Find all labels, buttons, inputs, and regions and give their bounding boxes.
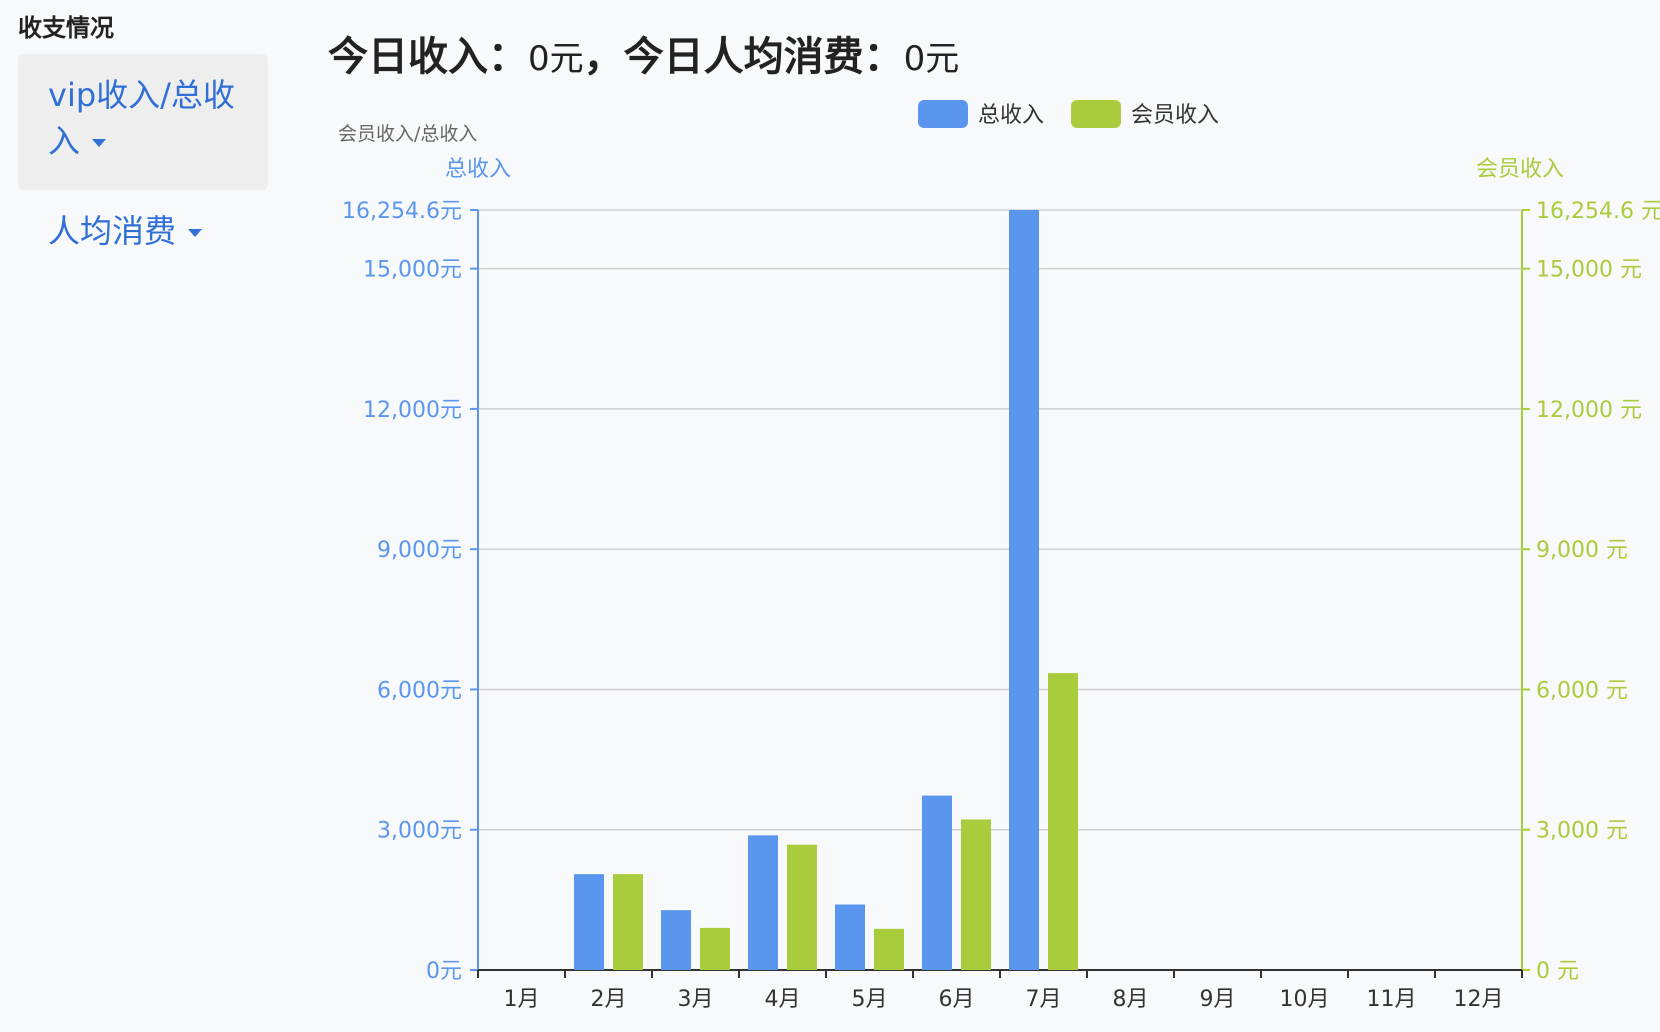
y-tick-label-right: 3,000 元 bbox=[1536, 819, 1628, 844]
chart-subtitle: 会员收入/总收入 bbox=[338, 123, 477, 145]
side-menu: vip收入/总收入 人均消费 bbox=[18, 54, 268, 272]
legend-swatch-total[interactable] bbox=[918, 100, 968, 128]
x-tick-label: 4月 bbox=[765, 987, 801, 1012]
y-tick-label-left: 0元 bbox=[426, 959, 462, 984]
y-axis-label-right: 会员收入 bbox=[1476, 157, 1564, 182]
today-income-value: 0元 bbox=[528, 39, 584, 79]
bar-member-7 bbox=[1048, 673, 1078, 970]
bar-member-5 bbox=[874, 928, 904, 970]
today-avg-label: 今日人均消费： bbox=[623, 34, 904, 80]
menu-item-label: 人均消费 bbox=[48, 212, 177, 250]
y-tick-label-left: 9,000元 bbox=[377, 538, 462, 563]
x-tick-label: 8月 bbox=[1113, 987, 1149, 1012]
y-tick-label-left: 3,000元 bbox=[377, 819, 462, 844]
section-title: 收支情况 bbox=[18, 14, 114, 42]
y-tick-label-left: 15,000元 bbox=[363, 258, 462, 283]
bar-member-4 bbox=[787, 844, 817, 970]
bar-total-6 bbox=[922, 795, 952, 970]
today-income-label: 今日收入： bbox=[328, 34, 528, 80]
legend-label-total[interactable]: 总收入 bbox=[978, 103, 1044, 128]
y-tick-label-right: 9,000 元 bbox=[1536, 538, 1628, 563]
y-tick-label-right: 12,000 元 bbox=[1536, 398, 1642, 423]
y-tick-label-right: 0 元 bbox=[1536, 959, 1579, 984]
bar-total-3 bbox=[661, 910, 691, 970]
bar-total-4 bbox=[748, 835, 778, 970]
caret-down-icon bbox=[92, 139, 107, 147]
headline-separator: ， bbox=[583, 34, 624, 80]
x-tick-label: 10月 bbox=[1280, 987, 1330, 1012]
y-tick-label-left: 6,000元 bbox=[377, 678, 462, 703]
y-tick-label-left: 16,254.6元 bbox=[342, 199, 462, 224]
legend-swatch-member[interactable] bbox=[1071, 100, 1121, 128]
legend-label-member[interactable]: 会员收入 bbox=[1131, 103, 1219, 128]
y-tick-label-right: 6,000 元 bbox=[1536, 678, 1628, 703]
bar-total-2 bbox=[574, 874, 604, 970]
menu-item-avg-consumption[interactable]: 人均消费 bbox=[18, 190, 268, 272]
menu-item-label: vip收入/总收入 bbox=[48, 76, 235, 160]
bar-total-7 bbox=[1009, 210, 1039, 970]
x-tick-label: 11月 bbox=[1367, 987, 1417, 1012]
page-headline: 今日收入：0元，今日人均消费：0元 bbox=[328, 24, 959, 82]
x-tick-label: 2月 bbox=[591, 987, 627, 1012]
caret-down-icon bbox=[188, 229, 203, 237]
y-tick-label-right: 15,000 元 bbox=[1536, 258, 1642, 283]
x-tick-label: 6月 bbox=[939, 987, 975, 1012]
bar-member-6 bbox=[961, 819, 991, 970]
x-tick-label: 12月 bbox=[1454, 987, 1504, 1012]
x-tick-label: 9月 bbox=[1200, 987, 1236, 1012]
x-tick-label: 5月 bbox=[852, 987, 888, 1012]
bar-member-2 bbox=[613, 874, 643, 970]
menu-item-vip-income[interactable]: vip收入/总收入 bbox=[18, 54, 268, 190]
x-tick-label: 3月 bbox=[678, 987, 714, 1012]
x-tick-label: 7月 bbox=[1026, 987, 1062, 1012]
x-tick-label: 1月 bbox=[504, 987, 540, 1012]
y-tick-label-right: 16,254.6 元 bbox=[1536, 199, 1660, 224]
y-axis-label-left: 总收入 bbox=[445, 157, 511, 182]
y-tick-label-left: 12,000元 bbox=[363, 398, 462, 423]
today-avg-value: 0元 bbox=[903, 39, 960, 79]
bar-total-5 bbox=[835, 904, 865, 970]
bar-member-3 bbox=[700, 927, 730, 970]
